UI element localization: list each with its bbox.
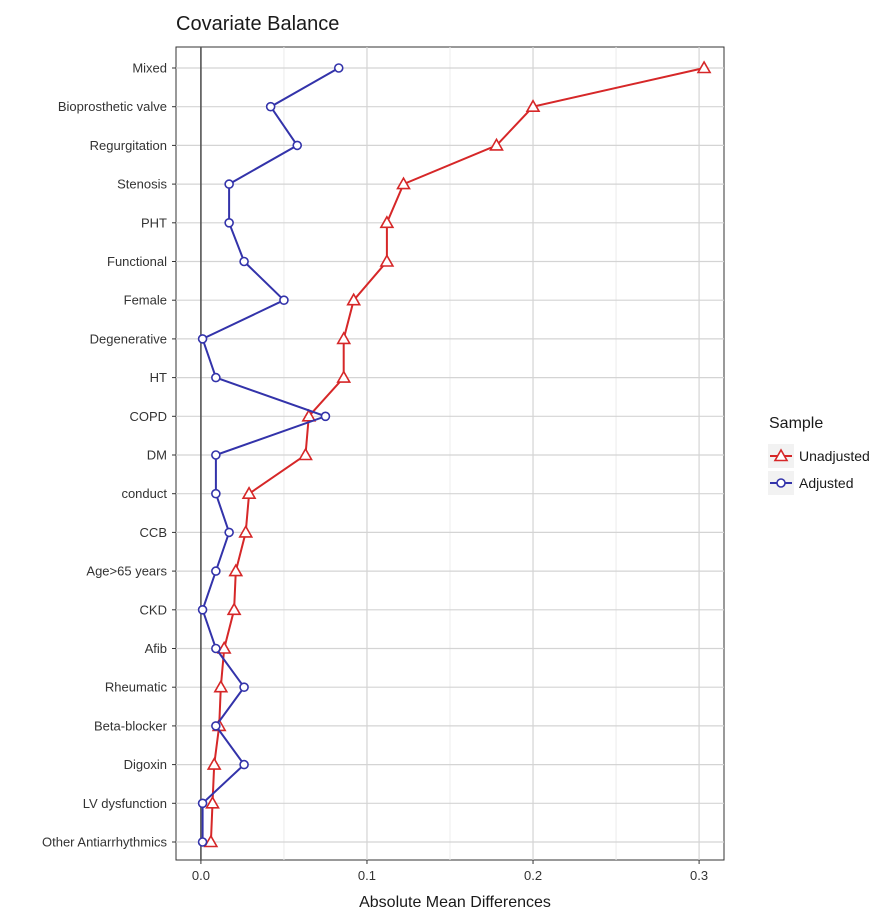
legend-key-marker xyxy=(773,448,789,462)
point-adjusted xyxy=(239,759,249,770)
x-tick-labels: 0.0 0.1 0.2 0.3 xyxy=(192,860,708,883)
point-unadjusted xyxy=(241,486,257,500)
x-tick-label: 0.0 xyxy=(192,868,210,883)
y-tick-label: LV dysfunction xyxy=(83,796,167,811)
y-tick-label: Regurgitation xyxy=(90,138,167,153)
point-unadjusted xyxy=(298,447,313,461)
x-tick-label: 0.3 xyxy=(690,868,708,883)
point-adjusted xyxy=(197,798,208,809)
y-tick-label: HT xyxy=(150,370,167,385)
series-layer xyxy=(197,60,712,848)
point-adjusted xyxy=(211,643,221,654)
point-adjusted xyxy=(224,527,234,538)
y-tick-label: Functional xyxy=(107,254,167,269)
point-adjusted xyxy=(211,450,221,460)
point-unadjusted xyxy=(301,408,317,422)
point-unadjusted xyxy=(216,640,232,654)
y-tick-label: Afib xyxy=(145,641,167,656)
point-unadjusted xyxy=(696,60,712,74)
point-unadjusted xyxy=(213,679,229,693)
point-unadjusted xyxy=(379,253,395,267)
y-tick-label: Beta-blocker xyxy=(94,718,168,733)
point-unadjusted xyxy=(525,99,541,112)
point-unadjusted xyxy=(379,215,395,229)
point-adjusted xyxy=(211,566,221,576)
point-adjusted xyxy=(320,411,331,422)
point-unadjusted xyxy=(238,524,254,538)
point-adjusted xyxy=(197,334,208,344)
point-adjusted xyxy=(211,721,221,731)
chart-title: Covariate Balance xyxy=(176,13,339,35)
point-unadjusted xyxy=(205,795,220,809)
point-unadjusted xyxy=(396,176,411,190)
x-tick-label: 0.1 xyxy=(358,868,376,883)
y-tick-label: Age>65 years xyxy=(86,564,167,579)
point-adjusted xyxy=(197,837,208,847)
x-axis-label: Absolute Mean Differences xyxy=(359,894,551,911)
point-adjusted xyxy=(279,295,289,306)
point-unadjusted xyxy=(489,137,504,151)
point-unadjusted xyxy=(226,602,242,616)
legend-title: Sample xyxy=(769,415,823,432)
series-adjusted xyxy=(197,63,344,847)
point-unadjusted xyxy=(336,369,352,383)
y-tick-label: Female xyxy=(124,293,167,308)
y-tick-label: PHT xyxy=(141,215,167,230)
y-tick-label: Other Antiarrhythmics xyxy=(42,835,167,850)
point-adjusted xyxy=(333,63,344,73)
legend-label: Unadjusted xyxy=(799,448,870,464)
x-tick-label: 0.2 xyxy=(524,868,542,883)
point-adjusted xyxy=(224,179,234,189)
point-adjusted xyxy=(265,101,276,112)
y-tick-label: Bioprosthetic valve xyxy=(58,99,167,114)
point-adjusted xyxy=(239,682,249,693)
y-tick-label: DM xyxy=(147,448,167,463)
legend: Sample Unadjusted Adjusted xyxy=(768,415,870,495)
legend-label: Adjusted xyxy=(799,475,853,491)
y-tick-label: Mixed xyxy=(132,61,167,76)
point-adjusted xyxy=(239,256,249,267)
y-tick-label: CKD xyxy=(140,602,167,617)
point-unadjusted xyxy=(206,756,222,770)
legend-item-adjusted: Adjusted xyxy=(768,471,853,495)
y-tick-label: Stenosis xyxy=(117,177,167,192)
point-adjusted xyxy=(224,218,234,228)
y-tick-label: CCB xyxy=(140,525,167,540)
legend-key-marker xyxy=(776,478,786,488)
y-tick-label: Rheumatic xyxy=(105,680,168,695)
point-unadjusted xyxy=(203,834,219,848)
y-tick-label: Degenerative xyxy=(90,331,167,346)
y-tick-label: Digoxin xyxy=(124,757,167,772)
point-unadjusted xyxy=(346,292,362,306)
y-tick-label: conduct xyxy=(121,486,167,501)
series-unadjusted xyxy=(203,60,712,848)
point-adjusted xyxy=(197,604,208,615)
point-adjusted xyxy=(292,140,303,151)
y-tick-label: COPD xyxy=(129,409,167,424)
point-unadjusted xyxy=(228,563,244,577)
y-tick-labels: Mixed Bioprosthetic valve Regurgitation Ste… xyxy=(42,61,176,850)
point-unadjusted xyxy=(336,331,352,345)
legend-item-unadjusted: Unadjusted xyxy=(768,444,870,468)
point-adjusted xyxy=(211,372,221,383)
point-adjusted xyxy=(211,488,221,499)
